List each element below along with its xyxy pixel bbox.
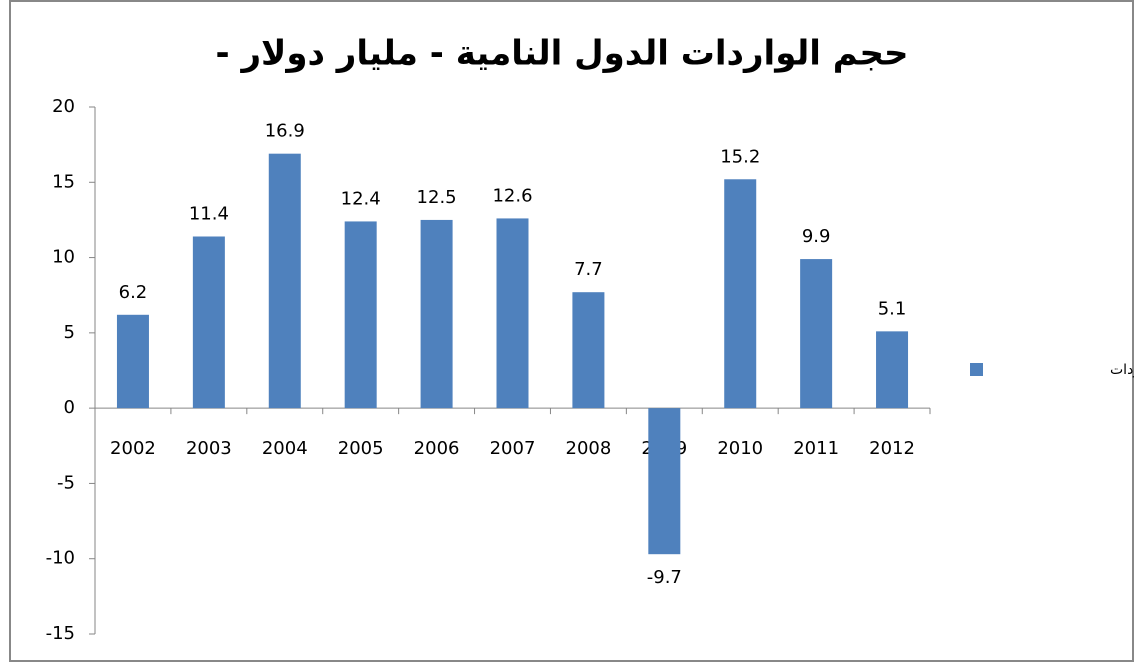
chart-title: حجم الواردات الدول النامية - مليار دولار… bbox=[216, 34, 909, 74]
y-tick-label: -5 bbox=[57, 472, 75, 493]
y-tick-label: 5 bbox=[64, 322, 75, 343]
data-label: 6.2 bbox=[119, 282, 148, 303]
data-label: 9.9 bbox=[802, 226, 831, 247]
bar bbox=[800, 259, 833, 409]
data-label: 11.4 bbox=[189, 203, 229, 224]
x-tick-label: 2008 bbox=[566, 438, 612, 459]
x-tick-label: 2007 bbox=[490, 438, 536, 459]
bar bbox=[496, 218, 529, 409]
x-tick-label: 2010 bbox=[717, 438, 763, 459]
y-tick-label: 10 bbox=[52, 247, 75, 268]
y-tick-label: 0 bbox=[64, 397, 75, 418]
y-tick-label: -15 bbox=[46, 623, 75, 644]
data-label: -9.7 bbox=[647, 567, 682, 588]
y-tick-label: 15 bbox=[52, 171, 75, 192]
bar bbox=[116, 314, 149, 409]
bar bbox=[876, 331, 909, 409]
x-tick-label: 2003 bbox=[186, 438, 232, 459]
bar bbox=[648, 408, 681, 555]
x-tick-label: 2005 bbox=[338, 438, 384, 459]
bar bbox=[192, 236, 225, 409]
bar bbox=[420, 219, 453, 409]
x-tick-label: 2006 bbox=[414, 438, 460, 459]
bar bbox=[344, 221, 377, 409]
legend-text: حجم الواردات bbox=[1110, 362, 1134, 378]
x-tick-label: 2012 bbox=[869, 438, 915, 459]
data-label: 12.4 bbox=[341, 188, 381, 209]
y-tick-label: 20 bbox=[52, 96, 75, 117]
data-label: 7.7 bbox=[574, 259, 603, 280]
x-tick-label: 2011 bbox=[793, 438, 839, 459]
bar bbox=[268, 153, 301, 409]
x-tick-label: 2002 bbox=[110, 438, 156, 459]
y-tick-label: -10 bbox=[46, 548, 75, 569]
data-label: 12.6 bbox=[492, 185, 532, 206]
data-label: 15.2 bbox=[720, 146, 760, 167]
legend-swatch bbox=[970, 363, 983, 376]
x-tick-label: 2004 bbox=[262, 438, 308, 459]
data-label: 5.1 bbox=[878, 298, 907, 319]
data-label: 16.9 bbox=[265, 121, 305, 142]
bar bbox=[572, 292, 605, 409]
chart-frame bbox=[9, 0, 1134, 662]
data-label: 12.5 bbox=[417, 187, 457, 208]
bar bbox=[724, 179, 757, 409]
